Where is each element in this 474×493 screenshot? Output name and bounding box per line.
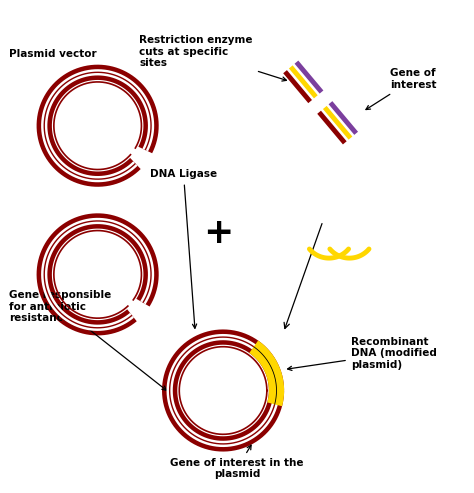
Text: Gene of
interest: Gene of interest: [366, 69, 437, 109]
Text: Restriction enzyme
cuts at specific
sites: Restriction enzyme cuts at specific site…: [139, 35, 286, 81]
Text: DNA Ligase: DNA Ligase: [150, 170, 217, 328]
Text: +: +: [203, 215, 234, 249]
Text: Gene responsible
for antibiotic
resistance: Gene responsible for antibiotic resistan…: [9, 290, 166, 390]
Text: Gene of interest in the
plasmid: Gene of interest in the plasmid: [170, 445, 304, 479]
Text: Plasmid vector: Plasmid vector: [9, 49, 97, 59]
Text: Recombinant
DNA (modified
plasmid): Recombinant DNA (modified plasmid): [288, 337, 437, 370]
